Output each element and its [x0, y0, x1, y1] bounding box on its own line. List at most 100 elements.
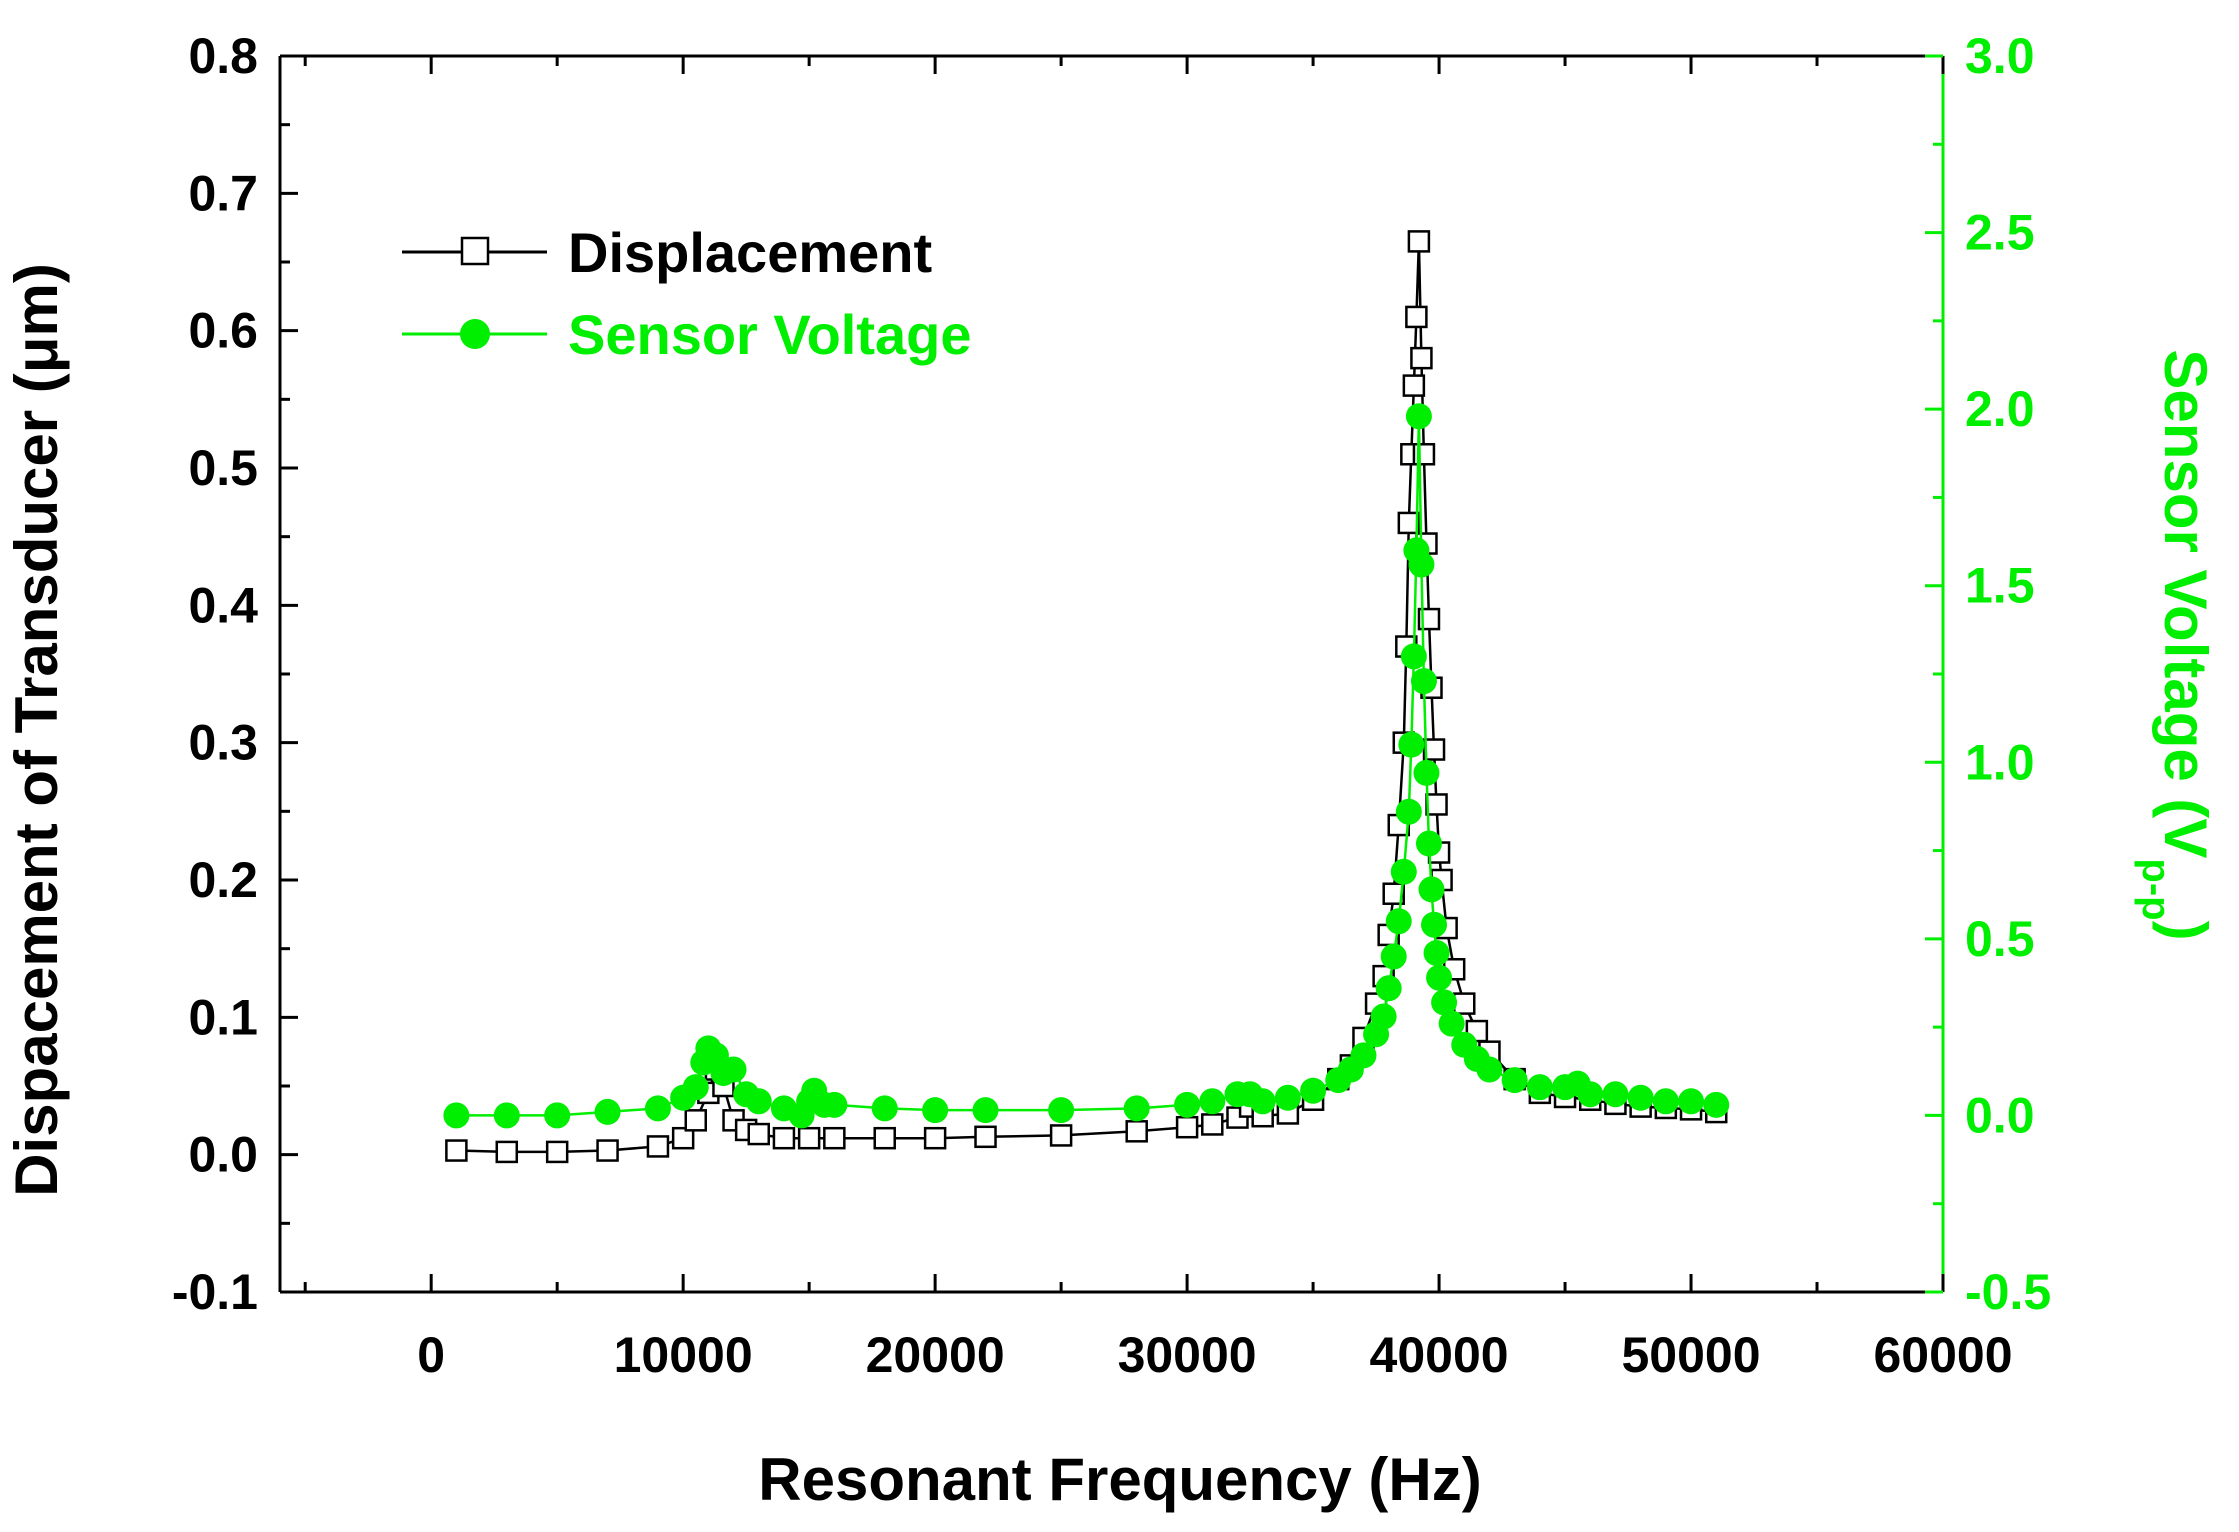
displacement-point	[1201, 1113, 1224, 1136]
sensor-voltage-point	[1385, 908, 1412, 935]
sensor-voltage-point	[1410, 668, 1437, 695]
series-layer	[443, 230, 1730, 1164]
sensor-voltage-point	[1395, 798, 1422, 825]
displacement-point	[1397, 511, 1421, 535]
displacement-point	[1422, 738, 1446, 761]
sensor-voltage-point	[1501, 1067, 1528, 1094]
sensor-voltage-point	[1274, 1084, 1301, 1111]
displacement-point	[974, 1125, 997, 1149]
sensor-voltage-point	[1350, 1042, 1377, 1069]
sensor-voltage-point	[1408, 551, 1435, 578]
x-tick-label: 10000	[614, 1327, 753, 1383]
y-right-axis-title-close: )	[2152, 921, 2219, 941]
displacement-point	[1405, 305, 1428, 329]
axis-layer: 0 10000 20000 30000 40000 50000 60000 -0.1 0.0 0.…	[172, 28, 2051, 1383]
displacement-point	[646, 1135, 670, 1158]
y-left-tick-label: 0.3	[188, 715, 258, 771]
sensor-voltage-point	[1438, 1010, 1465, 1037]
y-left-axis-title: Dispacement of Transducer (μm)	[3, 263, 70, 1197]
y-left-tick-label: 0.1	[188, 989, 258, 1045]
sensor-voltage-point	[1426, 964, 1453, 991]
sensor-voltage-point	[1300, 1077, 1327, 1104]
displacement-point	[923, 1126, 947, 1150]
y-right-tick-label: 2.5	[1965, 205, 2035, 261]
sensor-voltage-point	[1048, 1097, 1075, 1124]
y-right-tick-label: 1.0	[1965, 734, 2035, 790]
sensor-voltage-point	[443, 1102, 470, 1129]
sensor-voltage-point	[1415, 830, 1442, 857]
sensor-voltage-point	[1249, 1088, 1276, 1115]
displacement-point	[772, 1126, 796, 1150]
sensor-voltage-point	[871, 1095, 898, 1122]
sensor-voltage-point	[1398, 731, 1425, 758]
y-left-tick-label: -0.1	[172, 1264, 258, 1320]
sensor-voltage-point	[972, 1097, 999, 1124]
sensor-voltage-point	[1423, 939, 1450, 966]
sensor-voltage-point	[1390, 858, 1417, 885]
x-tick-label: 0	[417, 1327, 445, 1383]
y-right-tick-label: 1.5	[1965, 558, 2035, 614]
y-left-tick-label: 0.5	[188, 440, 258, 496]
displacement-point	[797, 1126, 821, 1150]
displacement-point	[445, 1139, 468, 1162]
sensor-voltage-point	[493, 1102, 520, 1129]
displacement-point	[495, 1140, 519, 1164]
legend-sensor-voltage-marker	[460, 319, 490, 349]
sensor-voltage-point	[821, 1091, 848, 1118]
sensor-voltage-point	[1431, 989, 1458, 1016]
displacement-point	[1382, 882, 1405, 905]
x-axis-title: Resonant Frequency (Hz)	[758, 1446, 1481, 1513]
displacement-point	[1425, 793, 1448, 816]
sensor-voltage-point	[544, 1102, 571, 1129]
sensor-voltage-point	[1400, 643, 1427, 670]
displacement-point	[1175, 1115, 1199, 1139]
sensor-voltage-point	[1375, 975, 1402, 1002]
y-right-tick-label: 2.0	[1965, 381, 2035, 437]
sensor-voltage-point	[1405, 403, 1432, 430]
legend-sensor-voltage-label: Sensor Voltage	[568, 303, 972, 366]
x-tick-label: 60000	[1873, 1327, 2012, 1383]
sensor-voltage-point	[1703, 1091, 1730, 1118]
y-left-tick-label: 0.8	[188, 28, 258, 84]
sensor-voltage-point	[1476, 1056, 1503, 1083]
sensor-voltage-point	[1421, 911, 1448, 938]
y-right-tick-label: 0.5	[1965, 911, 2035, 967]
y-right-axis-title-subscript: p-p	[2134, 858, 2178, 920]
displacement-point	[545, 1140, 569, 1164]
sensor-voltage-point	[745, 1088, 772, 1115]
displacement-point	[1402, 374, 1426, 397]
x-tick-label: 20000	[866, 1327, 1005, 1383]
y-left-tick-label: 0.2	[188, 852, 258, 908]
sensor-voltage-point	[1174, 1091, 1201, 1118]
displacement-point	[1125, 1120, 1148, 1143]
sensor-voltage-point	[720, 1056, 747, 1083]
sensor-voltage-point	[922, 1097, 949, 1124]
sensor-voltage-point	[1418, 876, 1445, 903]
y-left-tick-label: 0.4	[188, 577, 258, 633]
sensor-voltage-point	[1652, 1088, 1679, 1115]
sensor-voltage-point	[1380, 943, 1407, 970]
sensor-voltage-point	[644, 1095, 671, 1122]
sensor-voltage-point	[1123, 1095, 1150, 1122]
displacement-point	[1049, 1124, 1073, 1147]
displacement-point	[1407, 230, 1431, 253]
sensor-voltage-point	[1526, 1074, 1553, 1101]
displacement-point	[1453, 992, 1476, 1015]
y-left-tick-label: 0.6	[188, 303, 258, 359]
displacement-point	[873, 1126, 896, 1150]
legend: Displacement Sensor Voltage	[402, 221, 972, 366]
sensor-voltage-point	[1577, 1081, 1604, 1108]
sensor-voltage-point	[682, 1074, 709, 1101]
legend-displacement-marker	[460, 236, 490, 266]
x-tick-label: 50000	[1622, 1327, 1761, 1383]
legend-displacement-label: Displacement	[568, 221, 932, 284]
displacement-point	[747, 1122, 770, 1146]
displacement-point	[1417, 607, 1441, 631]
sensor-voltage-point	[1413, 759, 1440, 786]
sensor-voltage-point	[1602, 1081, 1629, 1108]
sensor-voltage-point	[1370, 1003, 1397, 1030]
displacement-point	[596, 1139, 619, 1162]
